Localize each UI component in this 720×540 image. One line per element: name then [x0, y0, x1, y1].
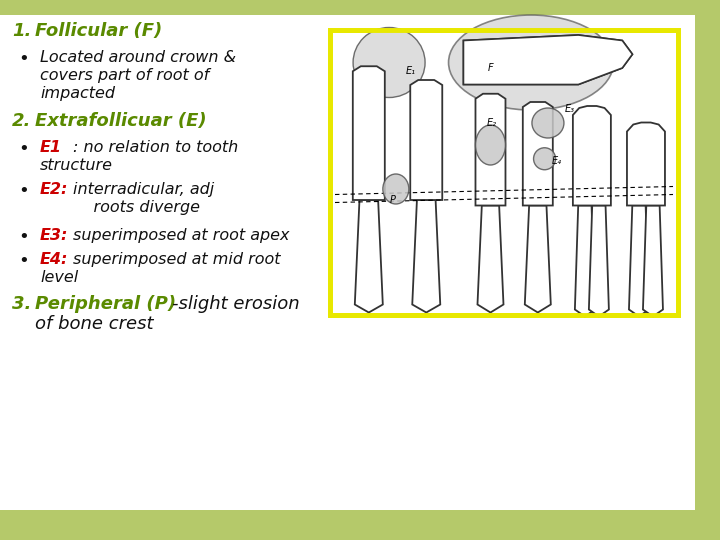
Text: E₄: E₄ [552, 157, 562, 166]
Polygon shape [629, 206, 649, 316]
Text: roots diverge: roots diverge [73, 200, 200, 215]
Polygon shape [575, 206, 595, 316]
Text: E₃: E₃ [565, 104, 575, 114]
Text: structure: structure [40, 158, 113, 173]
Polygon shape [523, 102, 553, 206]
Text: Follicular (F): Follicular (F) [35, 22, 162, 40]
Text: interradicular, adj: interradicular, adj [73, 182, 215, 197]
Bar [0, 0, 720, 15]
Text: P: P [390, 195, 395, 205]
Text: Extrafollicuar (E): Extrafollicuar (E) [35, 112, 207, 130]
Polygon shape [410, 80, 442, 200]
Text: •: • [18, 182, 29, 200]
Text: Peripheral (P): Peripheral (P) [35, 295, 176, 313]
Polygon shape [573, 106, 611, 206]
Polygon shape [355, 200, 383, 313]
Ellipse shape [449, 15, 613, 110]
Text: E1: E1 [40, 140, 62, 155]
Text: : no relation to tooth: : no relation to tooth [73, 140, 238, 155]
Text: •: • [18, 50, 29, 68]
Text: F: F [487, 63, 493, 73]
Text: E₁: E₁ [406, 66, 416, 76]
Text: superimposed at root apex: superimposed at root apex [73, 228, 289, 243]
Text: E2:: E2: [40, 182, 68, 197]
Bar [330, 30, 678, 315]
Polygon shape [525, 206, 551, 313]
Bar [330, 30, 678, 315]
Bar [695, 0, 720, 540]
Text: 1.: 1. [12, 22, 32, 40]
Text: Located around crown &: Located around crown & [40, 50, 236, 65]
Polygon shape [464, 35, 632, 84]
Text: E₂: E₂ [487, 118, 497, 128]
Text: of bone crest: of bone crest [35, 315, 153, 333]
Ellipse shape [475, 125, 505, 165]
Text: •: • [18, 252, 29, 270]
Text: •: • [18, 140, 29, 158]
Ellipse shape [532, 108, 564, 138]
Ellipse shape [534, 148, 556, 170]
Ellipse shape [353, 28, 425, 98]
Polygon shape [477, 206, 503, 313]
Text: •: • [18, 228, 29, 246]
Polygon shape [475, 94, 505, 206]
Bar [0, 510, 720, 540]
Text: level: level [40, 270, 78, 285]
Polygon shape [589, 206, 609, 316]
Ellipse shape [383, 174, 409, 204]
Text: impacted: impacted [40, 86, 115, 101]
Text: E4:: E4: [40, 252, 68, 267]
Text: 3.: 3. [12, 295, 32, 313]
Text: -slight erosion: -slight erosion [172, 295, 300, 313]
Polygon shape [353, 66, 384, 200]
Polygon shape [413, 200, 440, 313]
Polygon shape [627, 123, 665, 206]
Polygon shape [643, 206, 663, 316]
Text: superimposed at mid root: superimposed at mid root [73, 252, 281, 267]
Text: 2.: 2. [12, 112, 32, 130]
Text: covers part of root of: covers part of root of [40, 68, 210, 83]
Text: E3:: E3: [40, 228, 68, 243]
